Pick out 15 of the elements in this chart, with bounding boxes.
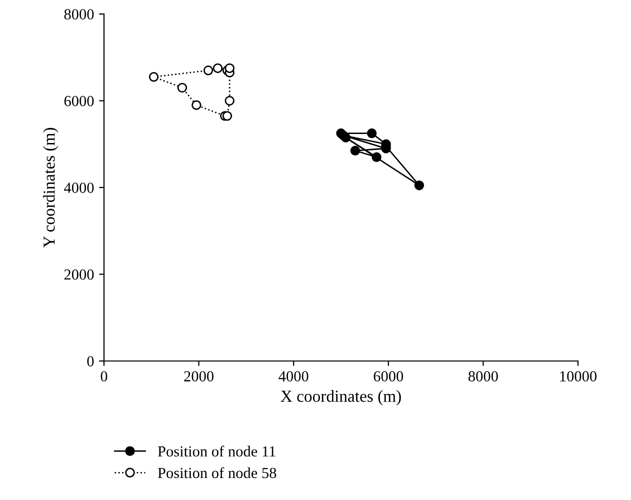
x-tick-label: 6000 (374, 371, 404, 382)
x-tick-label: 10000 (560, 371, 597, 382)
y-tick-label: 2000 (64, 269, 94, 280)
x-tick-label: 0 (100, 371, 108, 382)
x-axis-title: X coordinates (m) (280, 390, 401, 406)
legend-label: Position of node 11 (158, 446, 276, 457)
x-tick-label: 4000 (278, 371, 308, 382)
y-tick-label: 0 (87, 356, 94, 366)
y-tick-label: 4000 (64, 182, 94, 193)
y-axis-title: Y coordinates (m) (43, 128, 58, 248)
x-tick-label: 2000 (184, 371, 214, 382)
legend-label: Position of node 58 (158, 467, 276, 478)
x-tick-label: 8000 (468, 371, 498, 382)
y-tick-label: 6000 (64, 96, 94, 106)
y-tick-label: 8000 (64, 9, 94, 20)
